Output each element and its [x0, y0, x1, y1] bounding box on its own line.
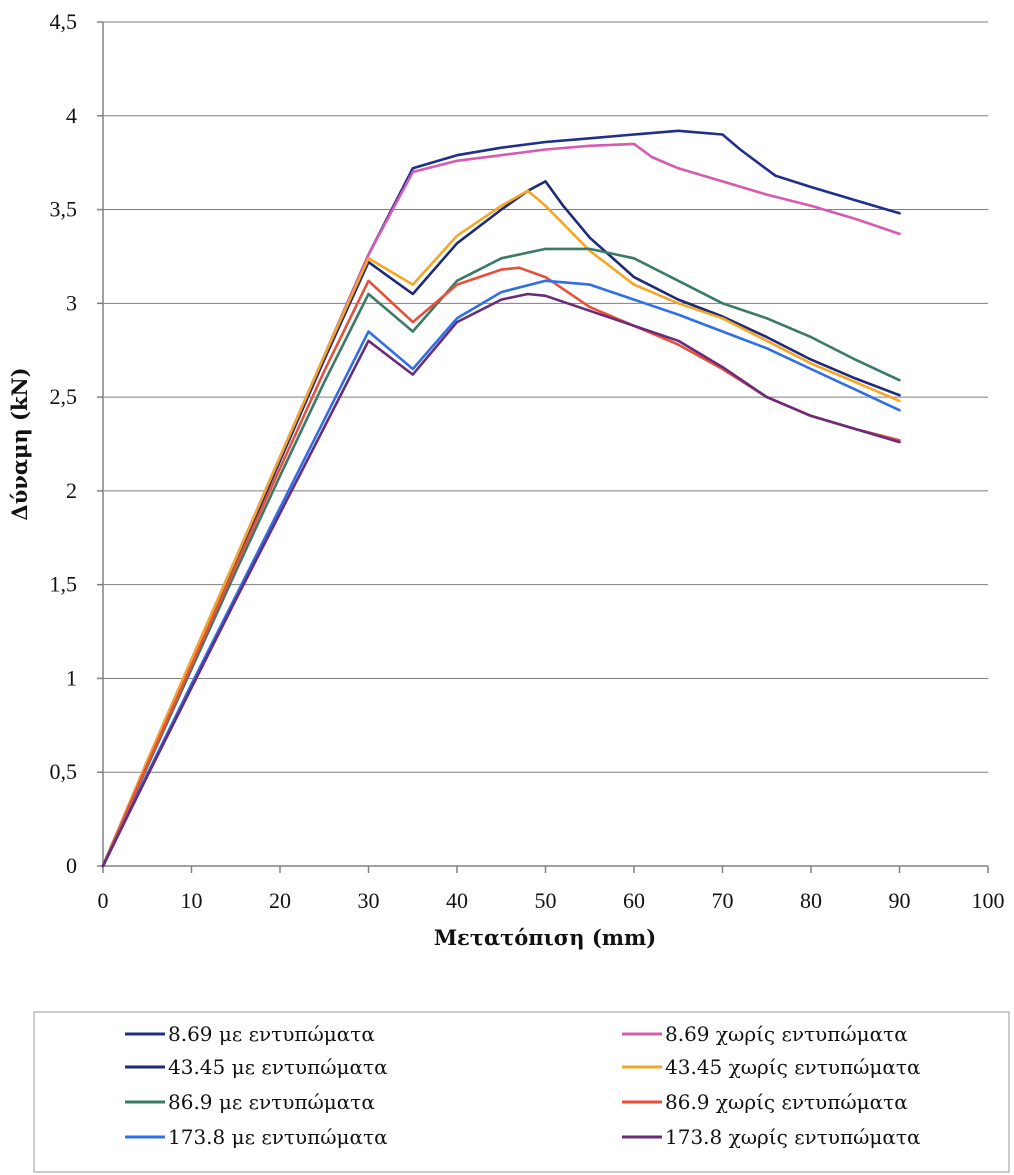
- series-line: [101, 247, 901, 868]
- x-tick-label: 10: [181, 888, 203, 913]
- series-line: [101, 142, 901, 868]
- y-tick-label: 0: [66, 853, 77, 878]
- legend-label: 43.45 με εντυπώματα: [168, 1055, 388, 1079]
- y-tick-label: 1: [66, 665, 77, 690]
- x-tick-label: 30: [358, 888, 380, 913]
- y-tick-label: 1,5: [50, 572, 78, 597]
- legend: 8.69 με εντυπώματα 8.69 χωρίς εντυπώματα 4…: [125, 1022, 920, 1149]
- legend-label: 86.9 με εντυπώματα: [168, 1090, 375, 1114]
- legend-label: 86.9 χωρίς εντυπώματα: [665, 1090, 908, 1114]
- x-tick-label: 40: [446, 888, 468, 913]
- series-line: [101, 292, 901, 868]
- x-tick-label: 100: [972, 888, 1005, 913]
- series-line: [101, 266, 901, 868]
- legend-label: 8.69 με εντυπώματα: [168, 1022, 375, 1046]
- x-tick-label: 80: [800, 888, 822, 913]
- y-tick-label: 2,5: [50, 384, 78, 409]
- y-tick-label: 4,5: [50, 9, 78, 34]
- legend-box: [33, 1011, 1010, 1173]
- series-line: [101, 189, 901, 868]
- grid-lines: [97, 21, 989, 873]
- series-lines: [101, 129, 901, 868]
- x-tick-label: 50: [535, 888, 557, 913]
- x-tick-label: 90: [889, 888, 911, 913]
- axes: [102, 22, 988, 867]
- legend-label: 43.45 χωρίς εντυπώματα: [665, 1055, 920, 1079]
- legend-label: 173.8 με εντυπώματα: [168, 1125, 388, 1149]
- series-line: [101, 279, 901, 868]
- x-tick-label: 0: [98, 888, 109, 913]
- x-tick-label: 70: [712, 888, 734, 913]
- legend-label: 8.69 χωρίς εντυπώματα: [665, 1022, 908, 1046]
- y-tick-labels: 0 0,5 1 1,5 2 2,5 3 3,5 4 4,5: [50, 9, 78, 878]
- y-tick-label: 0,5: [50, 759, 78, 784]
- y-tick-label: 4: [66, 103, 77, 128]
- legend-label: 173.8 χωρίς εντυπώματα: [665, 1125, 920, 1149]
- x-tick-label: 60: [623, 888, 645, 913]
- y-tick-label: 3: [66, 290, 77, 315]
- y-tick-label: 2: [66, 478, 77, 503]
- x-axis-title: Μετατόπιση (mm): [434, 925, 656, 950]
- y-axis-title: Δύναμη (kN): [7, 367, 32, 520]
- x-tick-labels: 0 10 20 30 40 50 60 70 80 90 100: [98, 888, 1005, 913]
- x-tick-label: 20: [269, 888, 291, 913]
- series-line: [101, 180, 901, 868]
- series-line: [101, 129, 901, 868]
- y-tick-label: 3,5: [50, 197, 78, 222]
